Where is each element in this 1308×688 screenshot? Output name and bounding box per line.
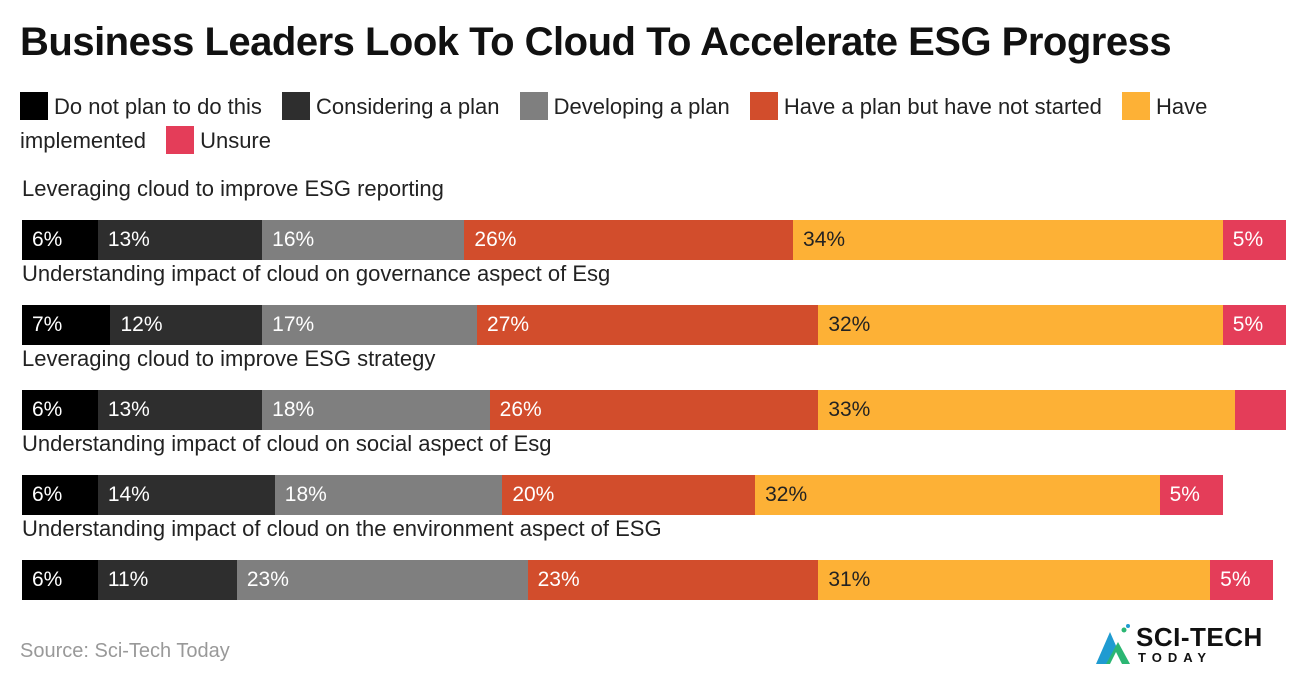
bar-segment: 7% <box>22 305 111 345</box>
segment-label: 32% <box>828 313 871 336</box>
category-label: Understanding impact of cloud on the env… <box>22 516 662 541</box>
bar-segment: 17% <box>262 305 478 345</box>
bar-segment: 20% <box>502 475 756 515</box>
logo-mountain-icon <box>1096 624 1130 664</box>
bar-segment: 6% <box>22 220 98 260</box>
segment-label: 6% <box>32 228 63 251</box>
legend-item: Considering a plan <box>282 92 500 120</box>
segment-label: 33% <box>828 398 871 421</box>
segment-label: 5% <box>1169 483 1200 506</box>
bar-segment: 34% <box>793 220 1223 260</box>
bar-segment: 6% <box>22 560 98 600</box>
segment-label: 31% <box>828 568 871 591</box>
legend-swatch <box>519 92 548 120</box>
segment-label: 23% <box>537 568 580 591</box>
stacked-bar-chart: Leveraging cloud to improve ESG reportin… <box>22 176 1286 606</box>
bar-segment: 6% <box>22 475 98 515</box>
bar-segment: 14% <box>97 475 275 515</box>
segment-label: 26% <box>499 398 542 421</box>
bar-segment: 31% <box>818 560 1211 600</box>
bar-segment: 5% <box>1222 220 1286 260</box>
bar-segment: 12% <box>110 305 263 345</box>
segment-label: 7% <box>32 313 63 336</box>
segment-label: 18% <box>272 398 315 421</box>
segment-label: 13% <box>107 398 150 421</box>
segment-label: 18% <box>284 483 327 506</box>
segment-label: 23% <box>246 568 289 591</box>
bar-segment: 16% <box>262 220 465 260</box>
bar-segment: 23% <box>527 560 819 600</box>
legend-label: Considering a plan <box>316 94 500 119</box>
segment-label: 34% <box>803 228 846 251</box>
segment-label: 12% <box>120 313 163 336</box>
bar-segment: 32% <box>818 305 1223 345</box>
segment-label: 6% <box>32 483 63 506</box>
segment-label: 20% <box>512 483 555 506</box>
segment-label: 17% <box>272 313 315 336</box>
bar-segment <box>1235 390 1286 430</box>
segment-label: 26% <box>474 228 517 251</box>
legend-item: Developing a plan <box>519 92 730 120</box>
category-label: Understanding impact of cloud on governa… <box>22 261 611 286</box>
legend-swatch <box>20 92 48 120</box>
stacked-bar: 6% 11% 23% 23% 31% 5% <box>22 560 1274 600</box>
bar-segment: 13% <box>97 390 263 430</box>
legend-swatch <box>749 92 778 120</box>
logo-wordmark: SCI-TECH <box>1136 622 1263 652</box>
bar-segment: 26% <box>489 390 819 430</box>
segment-label: 5% <box>1232 228 1264 251</box>
bar-segment: 6% <box>22 390 98 430</box>
chart-title: Business Leaders Look To Cloud To Accele… <box>20 20 1172 64</box>
segment-label: 32% <box>765 483 808 506</box>
legend-label: Have a plan but have not started <box>783 94 1102 119</box>
legend-item: Unsure <box>166 126 271 154</box>
legend-label: Unsure <box>200 128 271 153</box>
segment-label: 5% <box>1232 313 1264 336</box>
bar-segment: 13% <box>97 220 263 260</box>
stacked-bar: 7% 12% 17% 27% 32% 5% <box>22 305 1286 345</box>
segment-label: 27% <box>487 313 530 336</box>
stacked-bar: 6% 13% 16% 26% 34% 5% <box>22 220 1286 260</box>
category-label: Leveraging cloud to improve ESG reportin… <box>22 176 444 201</box>
segment-label: 6% <box>32 398 63 421</box>
segment-label: 13% <box>107 228 150 251</box>
legend-item: Have a plan but have not started <box>749 92 1102 120</box>
bar-segment: 5% <box>1210 560 1274 600</box>
legend: Do not plan to do this Considering a pla… <box>20 90 1295 158</box>
segment-label: 11% <box>107 568 149 591</box>
bar-segment: 11% <box>97 560 237 600</box>
bar-segment: 33% <box>818 390 1236 430</box>
segment-label: 16% <box>272 228 315 251</box>
legend-swatch <box>166 126 195 154</box>
logo-subtext: TODAY <box>1138 650 1213 665</box>
bar-segment: 27% <box>477 305 819 345</box>
legend-item: Do not plan to do this <box>20 92 262 120</box>
legend-label: Have implemented <box>20 94 1208 153</box>
segment-label: 14% <box>107 483 150 506</box>
category-label: Understanding impact of cloud on social … <box>22 431 552 456</box>
bar-segment: 18% <box>274 475 503 515</box>
legend-label: Developing a plan <box>553 94 730 119</box>
bar-segment: 5% <box>1222 305 1286 345</box>
segment-label: 5% <box>1220 568 1251 591</box>
source-note: Source: Sci-Tech Today <box>20 640 230 662</box>
legend-label: Do not plan to do this <box>54 94 262 119</box>
segment-label: 6% <box>32 568 63 591</box>
bar-segment: 5% <box>1159 475 1223 515</box>
bar-segment: 32% <box>755 475 1160 515</box>
sci-tech-today-logo: SCI-TECH TODAY <box>1094 620 1284 670</box>
bar-segment: 18% <box>262 390 490 430</box>
stacked-bar: 6% 13% 18% 26% 33% <box>22 390 1286 430</box>
bar-segment: 26% <box>464 220 794 260</box>
legend-swatch <box>1122 92 1151 120</box>
legend-swatch <box>282 92 311 120</box>
legend-item: Have implemented <box>20 92 1208 153</box>
stacked-bar: 6% 14% 18% 20% 32% 5% <box>22 475 1223 515</box>
category-label: Leveraging cloud to improve ESG strategy <box>22 346 436 371</box>
bar-segment: 23% <box>236 560 528 600</box>
